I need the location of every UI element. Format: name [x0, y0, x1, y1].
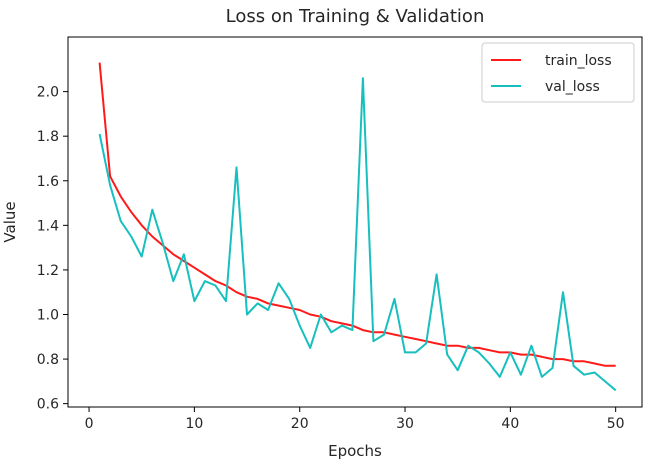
y-tick-label: 0.6 — [37, 397, 59, 413]
x-axis-label: Epochs — [328, 442, 382, 460]
plot-frame — [67, 36, 643, 408]
y-tick-label: 1.6 — [37, 174, 59, 190]
y-tick-label: 2.0 — [37, 85, 59, 101]
x-tick-label: 50 — [607, 416, 625, 432]
y-tick-label: 1.2 — [37, 263, 59, 279]
y-axis: 0.6 0.8 1.0 1.2 1.4 1.6 1.8 2.0 — [37, 85, 68, 413]
x-tick-label: 20 — [291, 416, 309, 432]
y-tick-label: 1.0 — [37, 308, 59, 324]
x-tick-label: 40 — [501, 416, 519, 432]
legend-box — [481, 42, 635, 103]
y-axis-label: Value — [1, 201, 19, 242]
legend-label-val-loss: val_loss — [545, 79, 600, 95]
chart-title: Loss on Training & Validation — [226, 6, 485, 27]
x-tick-label: 0 — [85, 416, 94, 432]
x-tick-label: 30 — [396, 416, 414, 432]
x-axis: 0 10 20 30 40 50 — [85, 407, 625, 432]
series-lines — [98, 62, 617, 392]
x-tick-label: 10 — [185, 416, 203, 432]
y-tick-label: 1.4 — [37, 218, 59, 234]
y-tick-label: 0.8 — [37, 352, 59, 368]
legend: train_loss val_loss — [481, 42, 635, 103]
y-tick-label: 1.8 — [37, 129, 59, 145]
series-line-val-loss — [98, 77, 617, 392]
legend-label-train-loss: train_loss — [545, 53, 612, 69]
